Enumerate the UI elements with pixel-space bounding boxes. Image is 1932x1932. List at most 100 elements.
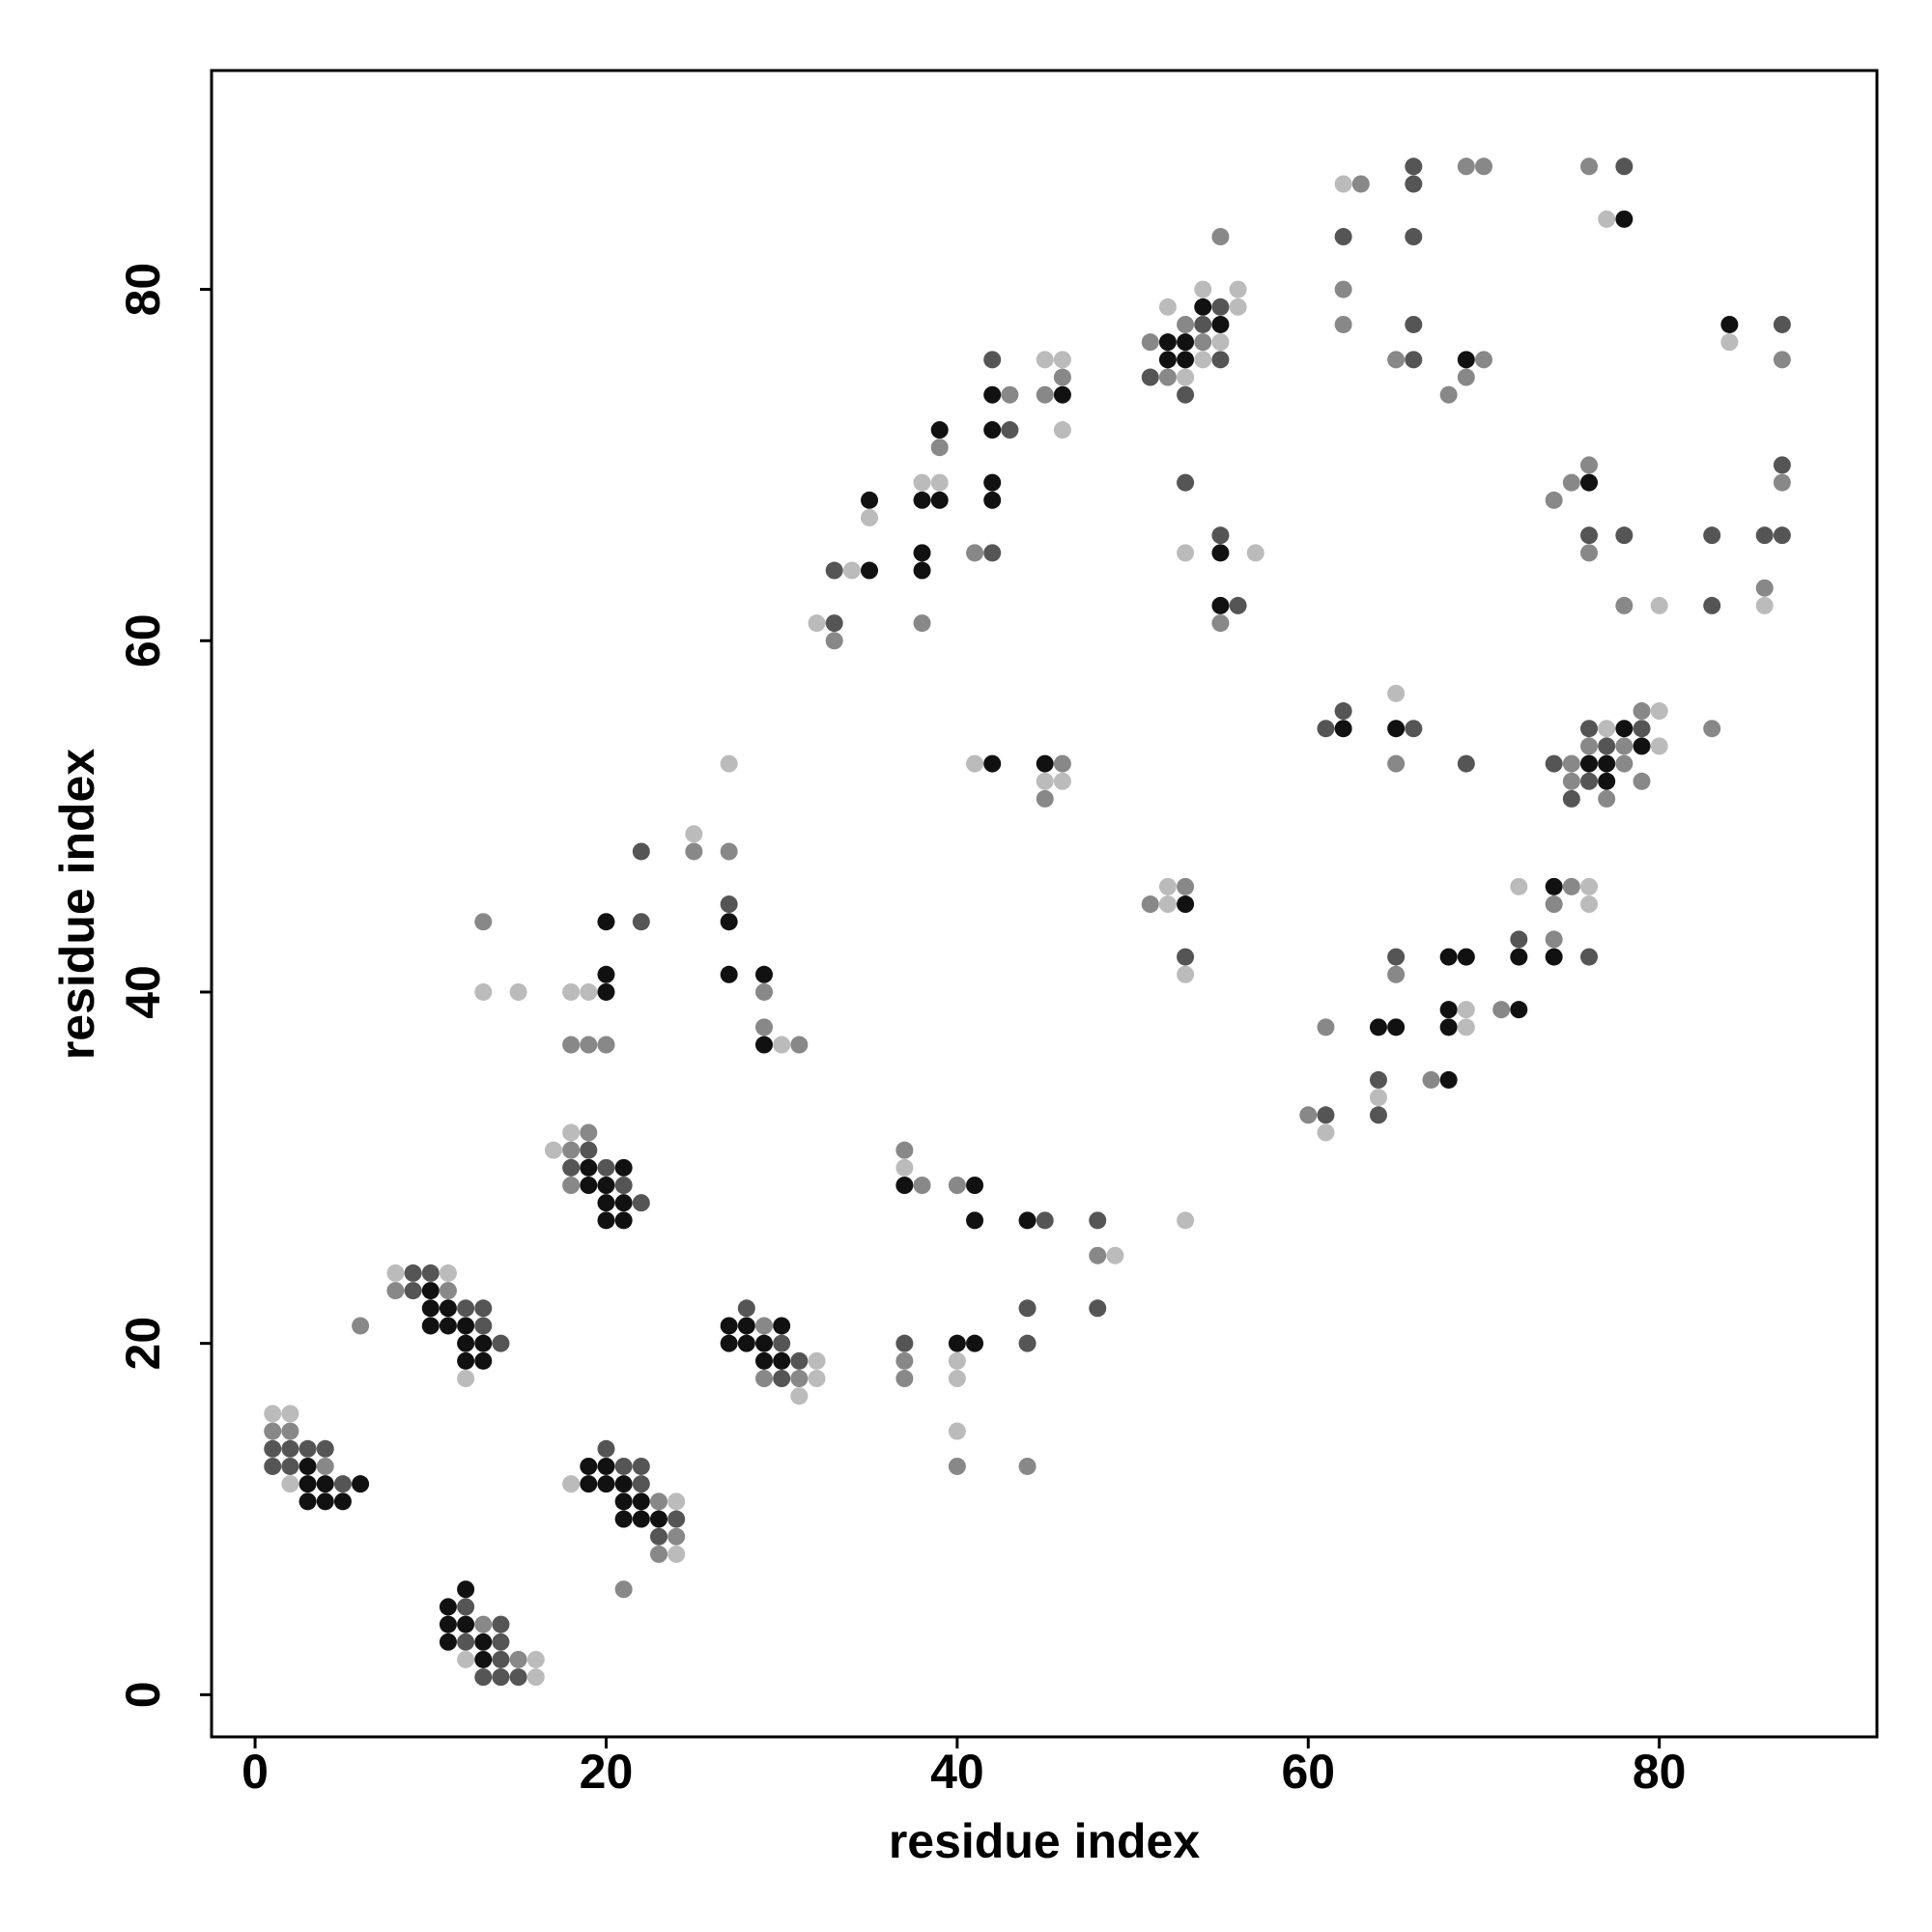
point: [1510, 1001, 1528, 1019]
point: [1229, 298, 1247, 316]
point: [509, 1650, 527, 1668]
point: [1598, 720, 1616, 738]
point: [1773, 473, 1791, 492]
point: [352, 1317, 370, 1335]
point: [808, 1370, 826, 1388]
point: [755, 1370, 774, 1388]
point: [983, 754, 1002, 773]
point: [790, 1387, 809, 1406]
point: [1580, 456, 1599, 474]
point: [1194, 315, 1212, 333]
point: [983, 351, 1002, 369]
point: [1334, 720, 1352, 738]
point: [1369, 1070, 1387, 1089]
point: [1211, 614, 1230, 633]
point: [755, 1334, 774, 1352]
point: [264, 1457, 282, 1475]
point: [755, 1351, 774, 1370]
point: [439, 1282, 457, 1300]
point: [1387, 720, 1406, 738]
point: [632, 1194, 650, 1212]
point: [1545, 930, 1563, 949]
point: [1387, 965, 1406, 983]
point: [597, 913, 615, 931]
point: [1580, 720, 1599, 738]
point: [1177, 368, 1195, 386]
point: [668, 1545, 686, 1563]
point: [1562, 473, 1580, 492]
point: [1562, 877, 1580, 895]
point: [1598, 737, 1616, 755]
point: [1598, 772, 1616, 790]
x-tick-label: 40: [930, 1745, 984, 1799]
point: [264, 1422, 282, 1440]
point: [1439, 385, 1458, 404]
point: [614, 1177, 633, 1195]
point: [457, 1370, 475, 1388]
y-axis-title: residue index: [50, 749, 104, 1061]
point: [1158, 368, 1177, 386]
point: [597, 1475, 615, 1493]
point: [755, 1317, 774, 1335]
point: [439, 1598, 457, 1616]
point: [298, 1439, 317, 1458]
point: [1018, 1211, 1037, 1230]
y-tick-label: 20: [116, 1317, 170, 1371]
point: [439, 1317, 457, 1335]
point: [1001, 385, 1019, 404]
point: [1141, 895, 1159, 914]
point: [421, 1282, 440, 1300]
point: [861, 491, 879, 509]
point: [966, 754, 984, 773]
point: [737, 1317, 755, 1335]
point: [404, 1264, 422, 1282]
point: [1457, 157, 1475, 176]
point: [580, 1158, 598, 1177]
point: [1633, 737, 1651, 755]
point: [1615, 720, 1634, 738]
point: [773, 1351, 791, 1370]
point: [281, 1439, 299, 1458]
point: [597, 1177, 615, 1195]
point: [913, 491, 931, 509]
point: [597, 1457, 615, 1475]
point: [1545, 491, 1563, 509]
point: [913, 614, 931, 633]
point: [316, 1457, 334, 1475]
point: [1773, 315, 1791, 333]
point: [1580, 754, 1599, 773]
point: [1405, 315, 1423, 333]
point: [1457, 368, 1475, 386]
point: [614, 1510, 633, 1528]
point: [386, 1282, 405, 1300]
point: [1387, 351, 1406, 369]
point: [1177, 544, 1195, 562]
point: [895, 1351, 914, 1370]
point: [1633, 702, 1651, 721]
point: [913, 473, 931, 492]
point: [1334, 228, 1352, 246]
point: [492, 1650, 510, 1668]
point: [1615, 526, 1634, 545]
point: [439, 1615, 457, 1634]
point: [948, 1351, 966, 1370]
point: [1457, 351, 1475, 369]
point: [1106, 1246, 1124, 1264]
point: [895, 1177, 914, 1195]
point: [1562, 772, 1580, 790]
point: [966, 1334, 984, 1352]
point: [983, 491, 1002, 509]
point: [1089, 1299, 1107, 1318]
point: [1580, 157, 1599, 176]
point: [1036, 1211, 1054, 1230]
point: [668, 1492, 686, 1511]
point: [562, 1123, 581, 1142]
point: [1053, 772, 1071, 790]
point: [1580, 737, 1599, 755]
point: [983, 473, 1002, 492]
point: [1053, 351, 1071, 369]
point: [352, 1475, 370, 1493]
point: [298, 1475, 317, 1493]
point: [1650, 596, 1668, 614]
point: [632, 842, 650, 861]
